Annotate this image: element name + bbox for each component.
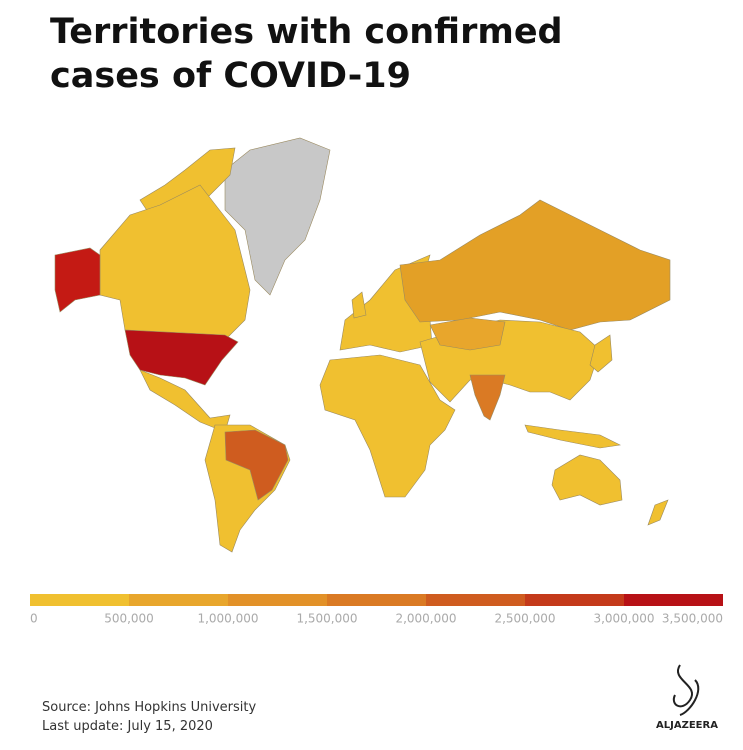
logo-swirl (672, 664, 700, 716)
legend-segment (624, 594, 723, 606)
legend-tick-label: 1,000,000 (197, 612, 258, 626)
brazil (224, 429, 289, 501)
kazakhstan (429, 317, 506, 351)
india (469, 374, 506, 421)
last-update: Last update: July 15, 2020 (42, 719, 213, 734)
new-zealand (647, 499, 669, 526)
usa (124, 329, 239, 386)
legend-segment (129, 594, 228, 606)
australia (551, 454, 623, 506)
logo-text: ALJAZEERA (656, 720, 718, 731)
russia (399, 199, 671, 331)
legend-tick-label: 3,500,000 (662, 612, 723, 626)
canada (99, 184, 251, 341)
japan (589, 334, 613, 373)
logo-mark (672, 664, 700, 716)
legend-tick-label: 3,000,000 (593, 612, 654, 626)
legend-segment (228, 594, 327, 606)
legend-tick-label: 0 (30, 612, 38, 626)
legend-tick-label: 2,000,000 (395, 612, 456, 626)
legend-segment (525, 594, 624, 606)
africa (319, 354, 456, 498)
legend-tick-label: 2,500,000 (494, 612, 555, 626)
legend-segment (30, 594, 129, 606)
title: Territories with confirmed cases of COVI… (50, 12, 563, 96)
legend: 0 500,000 1,000,000 1,500,000 2,000,000 2,500… (30, 594, 723, 626)
legend-segment (426, 594, 525, 606)
alaska (54, 247, 101, 313)
legend-tick-label: 500,000 (104, 612, 154, 626)
legend-tick-label: 1,500,000 (296, 612, 357, 626)
countries (54, 137, 671, 553)
source: Source: Johns Hopkins University (42, 700, 257, 715)
uk (351, 291, 367, 319)
indonesia (524, 424, 621, 449)
greenland (224, 137, 331, 296)
legend-segment (327, 594, 426, 606)
central-america (139, 369, 231, 433)
